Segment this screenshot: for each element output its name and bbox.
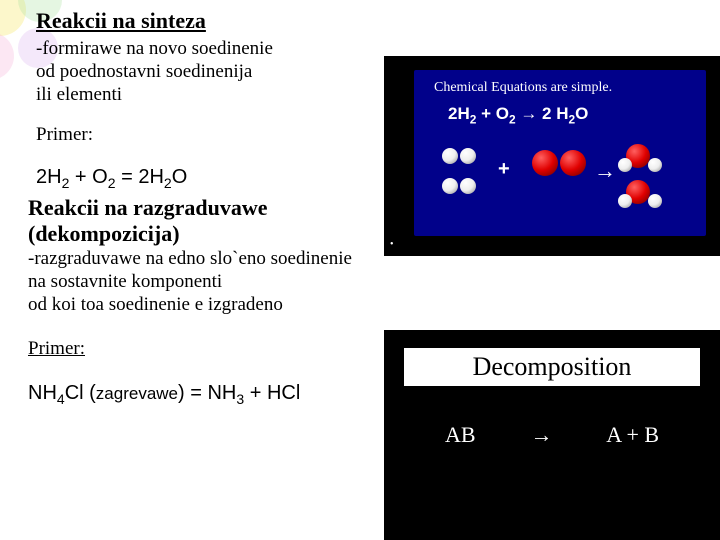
synthesis-desc-l1: -formirawe na novo soedinenie <box>36 38 273 59</box>
decomp-title-l2: (dekompozicija) <box>28 221 180 246</box>
decomp-figure: Decomposition AB → A + B <box>384 330 720 540</box>
decomp-equation: NH4Cl (zagrevawe) = NH3 + HCl <box>28 382 386 407</box>
decomp-figure-title: Decomposition <box>404 348 700 386</box>
decomp-lhs: AB <box>445 422 476 447</box>
decomp-arrow: → <box>531 422 553 447</box>
hydrogen-atom <box>460 148 476 164</box>
decomp-title: Reakcii na razgraduvawe (dekompozicija) <box>28 195 386 246</box>
plus-icon: + <box>498 158 510 181</box>
decomp-desc: -razgraduvawe na edno slo`eno soedinenie… <box>28 248 428 316</box>
synthesis-figure-caption: Chemical Equations are simple. <box>434 80 612 96</box>
main-text-column: Reakcii na sinteza -formirawe na novo so… <box>36 8 386 407</box>
decomp-title-l1: Reakcii na razgraduvawe <box>28 195 268 220</box>
hydrogen-atom <box>618 158 632 172</box>
synthesis-desc-l2: od poednostavni soedinenija <box>36 61 252 82</box>
synthesis-equation: 2H2 + O2 = 2H2O <box>36 166 386 191</box>
hydrogen-atom <box>442 148 458 164</box>
decomp-primer-label: Primer: <box>28 338 386 360</box>
decomp-figure-equation: AB → A + B <box>384 422 720 448</box>
synthesis-title: Reakcii na sinteza <box>36 8 386 34</box>
synthesis-molecules: +→ <box>414 140 706 230</box>
hydrogen-atom <box>648 194 662 208</box>
synthesis-figure-equation: 2H2 + O2 → 2 H2O <box>448 104 588 126</box>
synthesis-figure: Chemical Equations are simple. 2H2 + O2 … <box>384 56 720 256</box>
figure-dot: • <box>390 239 394 250</box>
synthesis-figure-inner: Chemical Equations are simple. 2H2 + O2 … <box>414 70 706 236</box>
oxygen-atom <box>532 150 558 176</box>
decomp-rhs: A + B <box>606 422 659 447</box>
decomp-desc-l1: -razgraduvawe na edno slo`eno soedinenie <box>28 248 352 269</box>
synthesis-desc: -formirawe na novo soedinenie od poednos… <box>36 38 386 106</box>
synthesis-desc-l3: ili elementi <box>36 84 122 105</box>
oxygen-atom <box>560 150 586 176</box>
hydrogen-atom <box>460 178 476 194</box>
arrow-icon: → <box>594 158 616 184</box>
decomp-desc-l2: na sostavnite komponenti <box>28 271 222 292</box>
hydrogen-atom <box>442 178 458 194</box>
hydrogen-atom <box>648 158 662 172</box>
decomp-desc-l3: od koi toa soedinenie e izgradeno <box>28 294 283 315</box>
synthesis-primer-label: Primer: <box>36 124 386 146</box>
hydrogen-atom <box>618 194 632 208</box>
